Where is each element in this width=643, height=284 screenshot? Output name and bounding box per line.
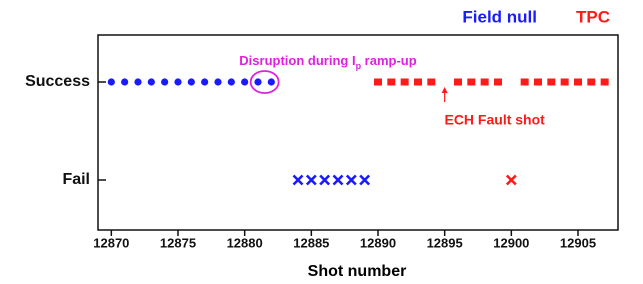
point	[387, 78, 396, 86]
point	[161, 78, 169, 86]
point	[121, 78, 129, 86]
point	[600, 78, 609, 86]
x-tick-label: 12900	[493, 235, 529, 250]
annotation: ECH Fault shot	[444, 112, 545, 128]
x-tick-label: 12885	[293, 235, 329, 250]
point	[494, 78, 502, 86]
point	[560, 78, 569, 86]
annotation-arrowhead	[441, 87, 448, 93]
point	[427, 78, 436, 86]
annotation-part: ramp-up	[361, 53, 417, 68]
annotation-part: Disruption during I	[239, 53, 355, 68]
point	[359, 174, 371, 186]
point	[267, 78, 275, 86]
y-tick-label: Fail	[62, 171, 90, 188]
annotation: Disruption during Ip ramp-up	[239, 53, 416, 71]
point	[201, 78, 209, 86]
point	[414, 78, 422, 86]
point	[505, 174, 517, 186]
y-tick-label: Success	[25, 73, 90, 90]
point	[520, 78, 529, 86]
x-tick-label: 12875	[160, 235, 196, 250]
point	[374, 78, 382, 86]
x-tick-label: 12870	[93, 235, 129, 250]
point	[227, 78, 235, 86]
point	[305, 174, 317, 186]
point	[147, 78, 155, 86]
point	[107, 78, 115, 86]
point	[467, 78, 476, 86]
point	[480, 78, 489, 86]
point	[547, 78, 556, 86]
x-tick-label: 12905	[560, 235, 596, 250]
point	[254, 78, 262, 86]
point	[174, 78, 182, 86]
point	[332, 174, 344, 186]
point	[454, 78, 462, 86]
x-tick-label: 12880	[227, 235, 263, 250]
plot-frame	[97, 34, 619, 231]
legend-label: Field null	[462, 7, 537, 26]
point	[187, 78, 195, 86]
point	[345, 174, 357, 186]
point	[574, 78, 582, 86]
x-axis-title: Shot number	[308, 263, 407, 280]
annotation-part: p	[356, 61, 362, 71]
x-tick-label: 12890	[360, 235, 396, 250]
point	[134, 78, 142, 86]
point	[587, 78, 596, 86]
legend-label: TPC	[576, 7, 610, 26]
point	[292, 174, 304, 186]
highlight-ellipse	[249, 70, 280, 94]
point	[241, 78, 249, 86]
point	[214, 78, 222, 86]
x-tick-label: 12895	[427, 235, 463, 250]
point	[319, 174, 331, 186]
point	[400, 78, 409, 86]
point	[534, 78, 542, 86]
